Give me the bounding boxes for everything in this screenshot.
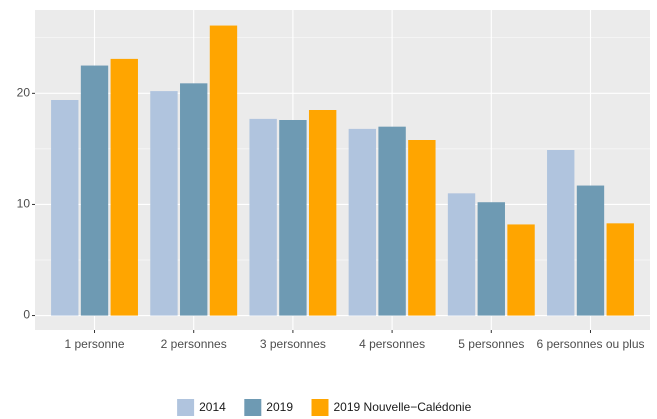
- y-tick-label: 20: [17, 86, 31, 100]
- bar: [180, 83, 208, 316]
- x-tick-label: 2 personnes: [161, 337, 227, 351]
- legend: 2014 2019 2019 Nouvelle−Calédonie: [177, 399, 472, 416]
- bar: [547, 150, 575, 316]
- legend-swatch: [244, 399, 262, 416]
- x-tick-label: 5 personnes: [458, 337, 524, 351]
- legend-label: 2019: [266, 400, 293, 414]
- bar: [477, 202, 505, 316]
- bar: [606, 223, 634, 316]
- bar: [110, 58, 138, 316]
- bar: [576, 185, 605, 316]
- bar: [408, 140, 436, 316]
- bar: [507, 224, 535, 316]
- x-tick-label: 6 personnes ou plus: [536, 337, 644, 351]
- bar: [447, 193, 476, 316]
- legend-label: 2014: [199, 400, 226, 414]
- bar: [279, 120, 307, 316]
- bar: [80, 65, 109, 316]
- y-tick-label: 0: [23, 308, 30, 322]
- bar: [150, 91, 178, 316]
- x-tick-label: 3 personnes: [260, 337, 326, 351]
- bar: [249, 118, 277, 316]
- y-tick-label: 10: [17, 197, 31, 211]
- bar: [308, 110, 337, 316]
- legend-label: 2019 Nouvelle−Calédonie: [334, 400, 472, 414]
- legend-swatch: [311, 399, 329, 416]
- bar: [209, 25, 238, 316]
- bar: [348, 128, 377, 316]
- bar: [378, 126, 406, 316]
- x-tick-label: 1 personne: [64, 337, 124, 351]
- x-tick-label: 4 personnes: [359, 337, 425, 351]
- legend-swatch: [177, 399, 195, 416]
- bar: [51, 100, 79, 316]
